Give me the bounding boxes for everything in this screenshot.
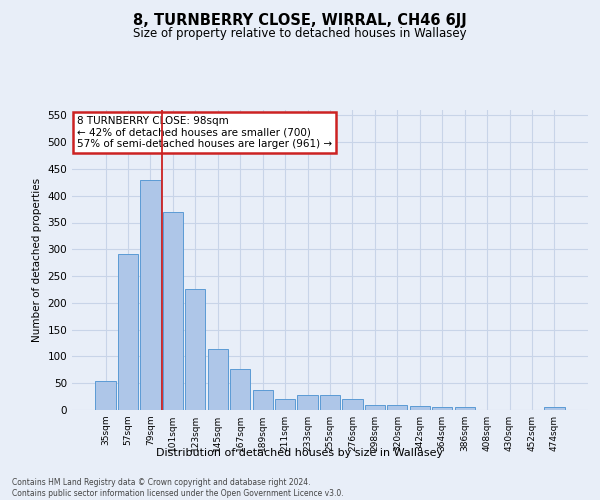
Bar — [275, 400, 295, 410]
Bar — [298, 395, 317, 410]
Bar — [432, 408, 452, 410]
Bar — [410, 406, 430, 410]
Bar — [544, 408, 565, 410]
Bar — [230, 369, 250, 410]
Y-axis label: Number of detached properties: Number of detached properties — [32, 178, 42, 342]
Text: Distribution of detached houses by size in Wallasey: Distribution of detached houses by size … — [157, 448, 443, 458]
Bar — [343, 400, 362, 410]
Bar — [455, 408, 475, 410]
Bar — [387, 404, 407, 410]
Bar — [118, 254, 138, 410]
Bar — [163, 212, 183, 410]
Text: 8, TURNBERRY CLOSE, WIRRAL, CH46 6JJ: 8, TURNBERRY CLOSE, WIRRAL, CH46 6JJ — [133, 12, 467, 28]
Bar — [140, 180, 161, 410]
Bar — [208, 350, 228, 410]
Text: 8 TURNBERRY CLOSE: 98sqm
← 42% of detached houses are smaller (700)
57% of semi-: 8 TURNBERRY CLOSE: 98sqm ← 42% of detach… — [77, 116, 332, 149]
Bar — [320, 395, 340, 410]
Text: Contains HM Land Registry data © Crown copyright and database right 2024.
Contai: Contains HM Land Registry data © Crown c… — [12, 478, 344, 498]
Bar — [95, 380, 116, 410]
Bar — [185, 290, 205, 410]
Bar — [253, 390, 273, 410]
Text: Size of property relative to detached houses in Wallasey: Size of property relative to detached ho… — [133, 28, 467, 40]
Bar — [365, 404, 385, 410]
